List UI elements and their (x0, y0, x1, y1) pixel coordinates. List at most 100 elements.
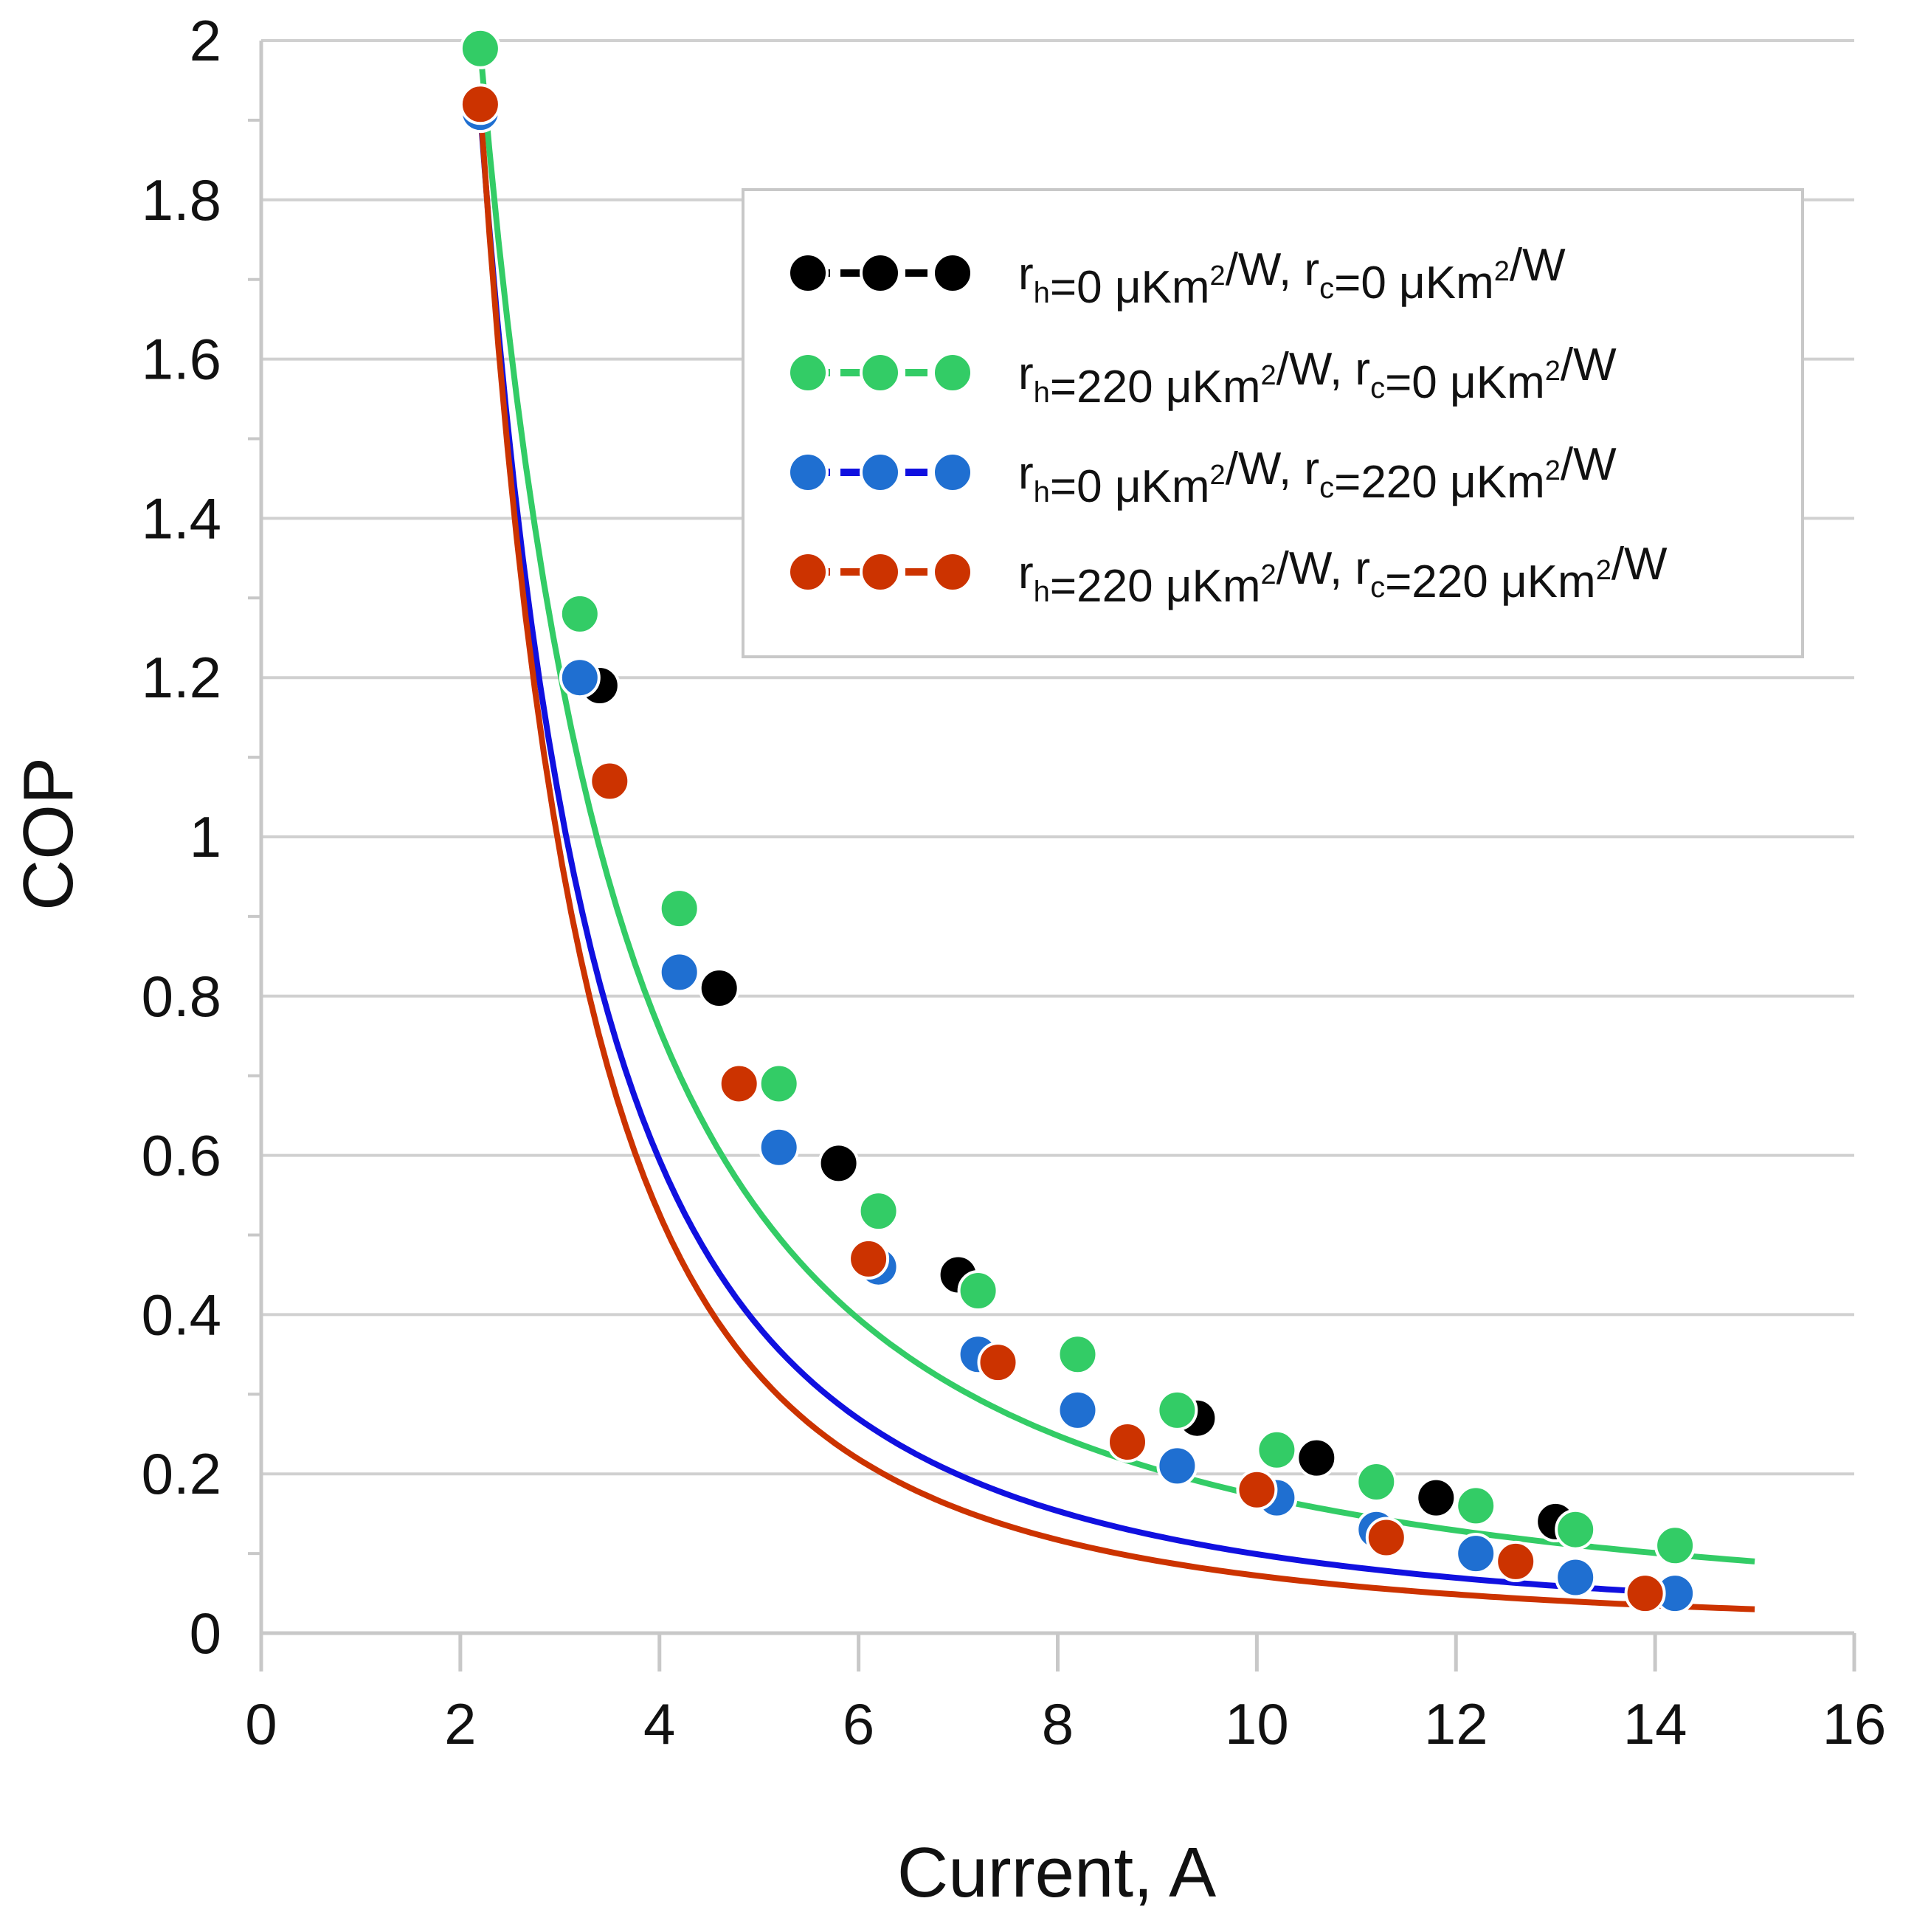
data-point (559, 593, 601, 635)
legend-marker (932, 252, 973, 294)
y-tick-label: 0.8 (142, 964, 221, 1029)
legend-label: rh=0 μKm2/W, rc=220 μKm2/W (1018, 439, 1617, 512)
y-tick-label: 1.2 (142, 645, 221, 710)
y-tick-label: 1.8 (142, 168, 221, 232)
x-tick-label: 2 (444, 1691, 476, 1756)
data-point (1236, 1469, 1278, 1511)
legend-text-part: =0 μKm (1385, 357, 1545, 408)
fit-curve (477, 111, 1676, 1597)
legend-marker (787, 452, 829, 493)
data-point (1107, 1421, 1148, 1463)
legend-text-part: c (1319, 272, 1334, 305)
legend-text-part: =220 μKm (1334, 457, 1545, 508)
legend-label: rh=220 μKm2/W, rc=220 μKm2/W (1018, 539, 1668, 612)
y-tick-label: 0.4 (142, 1282, 221, 1347)
data-point (1624, 1573, 1666, 1615)
legend-text-part: c (1370, 372, 1385, 404)
data-point (1455, 1533, 1497, 1575)
axes (248, 41, 1856, 1671)
data-point (559, 657, 601, 699)
legend-entry: rh=220 μKm2/W, rc=0 μKm2/W (787, 339, 1617, 413)
legend-text-part: 2 (1210, 460, 1226, 491)
legend-marker (787, 252, 829, 294)
data-point (1156, 1389, 1198, 1431)
data-point (589, 760, 631, 802)
legend-text-part: /W (1510, 240, 1566, 291)
legend-box (742, 188, 1804, 658)
fit-curve (477, 104, 1755, 1612)
legend-text-part: h (1034, 476, 1050, 508)
data-point (1296, 1437, 1338, 1479)
data-point (1555, 1508, 1597, 1550)
data-point (459, 83, 501, 125)
legend-marker (787, 551, 829, 593)
legend-text-part: h (1034, 277, 1050, 309)
data-point (658, 888, 700, 930)
data-point (718, 1063, 760, 1105)
x-tick-label: 4 (643, 1691, 675, 1756)
data-point (758, 1063, 800, 1105)
legend-text-part: /W (1561, 439, 1617, 490)
legend-text-part: h (1034, 576, 1050, 608)
x-tick-label: 10 (1225, 1691, 1289, 1756)
legend-text-part: 2 (1261, 360, 1276, 391)
legend-text-part: =220 μKm (1050, 362, 1261, 413)
legend-text-part: /W (1611, 539, 1668, 590)
legend-text-part: 2 (1545, 356, 1561, 387)
y-axis-title: COP (9, 757, 88, 911)
data-point (1415, 1477, 1457, 1519)
legend-marker (860, 452, 901, 493)
legend-text-part: =0 μKm (1050, 262, 1210, 313)
y-tick-label: 0.2 (142, 1441, 221, 1506)
legend-marker (787, 352, 829, 393)
x-tick-label: 8 (1042, 1691, 1074, 1756)
y-tick-label: 0.6 (142, 1123, 221, 1188)
legend: rh=0 μKm2/W, rc=0 μKm2/Wrh=220 μKm2/W, r… (742, 188, 1804, 658)
data-point (1654, 1525, 1696, 1567)
legend-text-part: 2 (1210, 261, 1226, 291)
legend-text-part: =220 μKm (1050, 561, 1261, 612)
legend-text-part: /W, r (1276, 344, 1370, 395)
data-point (658, 951, 700, 993)
legend-marker (860, 352, 901, 393)
data-point (1495, 1540, 1537, 1582)
data-point (1057, 1334, 1099, 1376)
legend-text-part: c (1319, 472, 1334, 504)
legend-text-part: 2 (1545, 455, 1561, 486)
legend-text-part: r (1018, 548, 1034, 598)
data-point (1555, 1556, 1597, 1598)
legend-marker (860, 252, 901, 294)
data-point (857, 1190, 899, 1232)
legend-text-part: 2 (1494, 256, 1510, 287)
legend-entry: rh=220 μKm2/W, rc=220 μKm2/W (787, 539, 1668, 612)
data-point (1256, 1429, 1298, 1471)
legend-text-part: 2 (1261, 559, 1276, 590)
x-tick-label: 12 (1424, 1691, 1488, 1756)
data-point (1156, 1445, 1198, 1487)
y-tick-label: 2 (190, 8, 221, 73)
data-point (758, 1126, 800, 1168)
data-points (459, 27, 1696, 1615)
data-point (818, 1142, 860, 1184)
x-axis-title: Current, A (897, 1833, 1216, 1912)
data-point (977, 1342, 1019, 1384)
legend-text-part: r (1018, 448, 1034, 499)
legend-text-part: c (1370, 571, 1385, 604)
tick-labels: 0 0.2 0.4 0.6 0.8 1 1.2 1.4 1.6 1.8 2 0 2 4 6 8 10 12 14 16 (142, 8, 1887, 1756)
legend-text-part: 2 (1596, 555, 1611, 586)
data-point (1355, 1461, 1398, 1503)
y-tick-label: 1.6 (142, 327, 221, 392)
legend-marker (932, 452, 973, 493)
x-tick-label: 14 (1623, 1691, 1687, 1756)
legend-marker (860, 551, 901, 593)
data-point (957, 1270, 999, 1311)
data-point (459, 27, 501, 69)
y-tick-label: 1.4 (142, 486, 221, 551)
legend-text-part: =0 μKm (1334, 258, 1494, 308)
legend-entry: rh=0 μKm2/W, rc=0 μKm2/W (787, 240, 1566, 313)
x-tick-label: 16 (1823, 1691, 1887, 1756)
legend-marker (932, 551, 973, 593)
data-point (1365, 1517, 1407, 1559)
data-point (1455, 1485, 1497, 1527)
